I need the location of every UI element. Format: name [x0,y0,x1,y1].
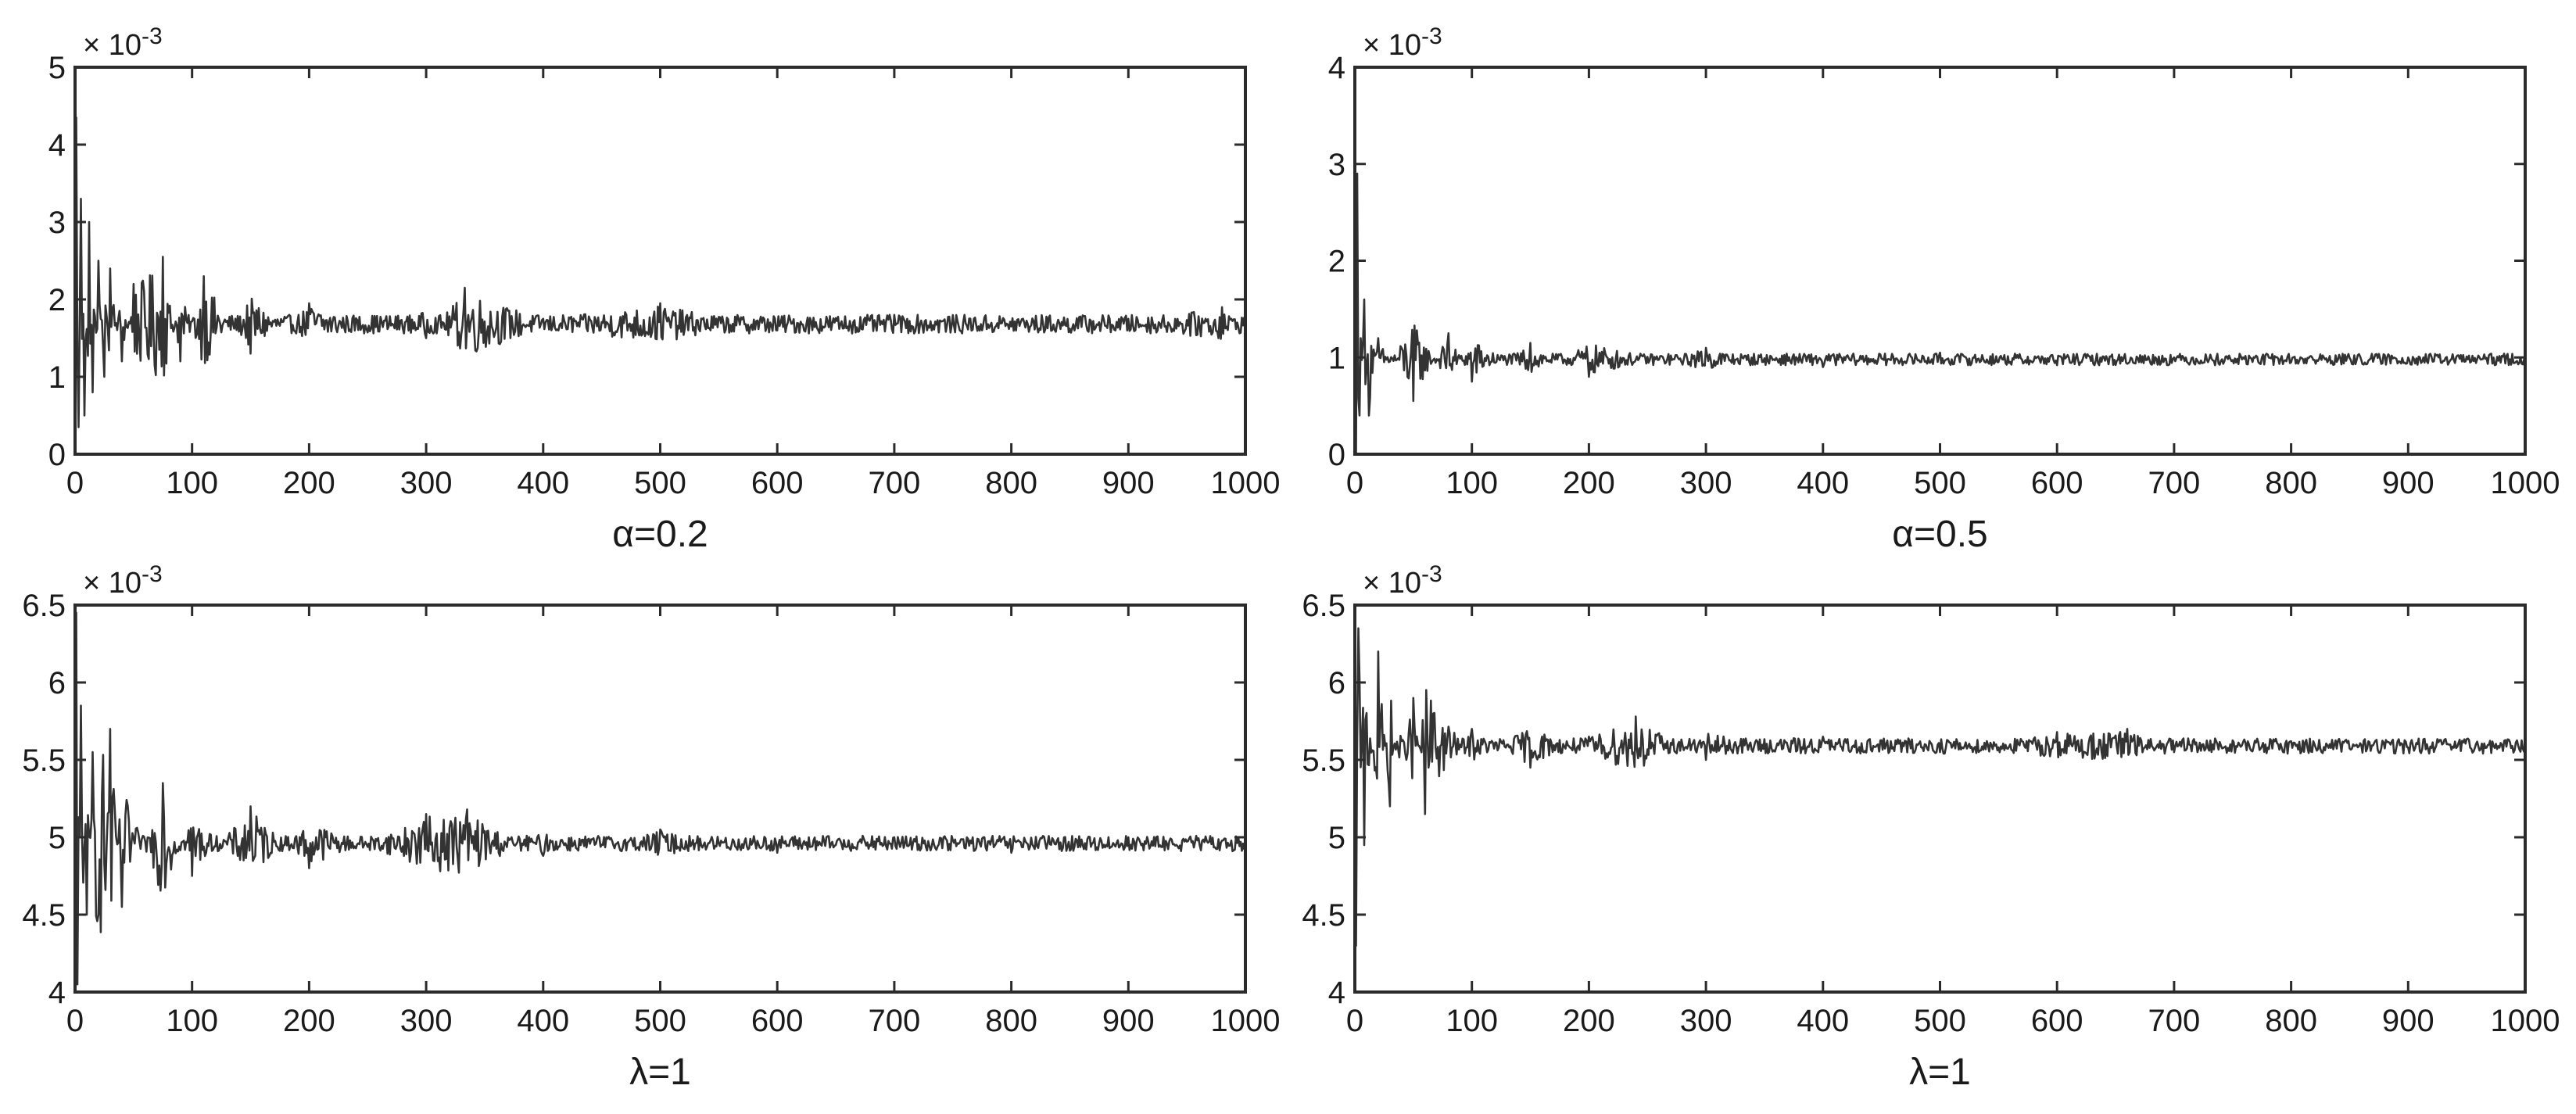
subplot-bottom-right: 0 100 200 300 400 500 600 700 800 900 1000 4 4.5 5 5.5… [1302,561,2560,1093]
y-tick-label: 3 [1328,148,1345,182]
x-tick-label: 600 [751,466,804,500]
y-tick-label: 4 [48,128,66,163]
x-tick-label: 900 [1102,466,1155,500]
y-tick-label: 5 [48,821,66,855]
x-tick-label: 1000 [2491,466,2560,500]
x-tick-label: 100 [166,1004,218,1038]
x-tick-label: 300 [1680,466,1732,500]
x-tick-label: 700 [2148,1004,2201,1038]
subplot-top-left: 0 100 200 300 400 500 600 700 800 900 1000 0 1 2 3 4 5 × … [48,23,1281,555]
y-tick-label: 1 [48,360,66,395]
x-tick-label: 100 [166,466,218,500]
y-tick-label: 5 [1328,821,1345,855]
x-tick-label: 800 [985,466,1037,500]
series-line [73,611,1247,986]
x-tick-label: 0 [1346,1004,1363,1038]
x-axis-label: α=0.5 [1892,514,1988,555]
x-tick-label: 0 [66,1004,84,1038]
x-tick-label: 700 [869,1004,921,1038]
x-tick-label: 300 [400,1004,453,1038]
y-tick-label: 4 [48,976,66,1010]
axes-frame [73,604,1247,994]
x-tick-label: 500 [634,1004,686,1038]
y-tick-label: 6.5 [1302,589,1345,623]
x-tick-label: 400 [1797,1004,1849,1038]
x-tick-label: 1000 [1211,1004,1281,1038]
x-tick-label: 1000 [2491,1004,2560,1038]
x-tick-label: 300 [1680,1004,1732,1038]
x-tick-label: 100 [1446,466,1498,500]
y-tick-label: 6.5 [22,589,66,623]
subplot-bottom-left: 0 100 200 300 400 500 600 700 800 900 1000 4 4.5 5 5.5… [22,561,1280,1093]
x-tick-label: 800 [2265,466,2317,500]
x-tick-label: 500 [1914,466,1966,500]
x-axis-label: α=0.2 [612,514,708,555]
x-tick-label: 0 [1346,466,1363,500]
y-tick-label: 0 [1328,438,1345,472]
series-line [1353,627,2527,947]
y-tick-label: 0 [48,438,66,472]
subplot-top-right: 0 100 200 300 400 500 600 700 800 900 1000 0 1 2 3 4 × 1… [1328,23,2560,555]
x-axis-label: λ=1 [1909,1051,1971,1093]
y-tick-label: 5 [48,51,66,85]
y-tick-label: 5.5 [1302,743,1345,778]
x-tick-label: 400 [1797,466,1849,500]
y-tick-label: 4.5 [22,898,66,933]
x-tick-label: 200 [1563,466,1615,500]
x-tick-label: 500 [1914,1004,1966,1038]
y-tick-label: 1 [1328,341,1345,375]
x-tick-label: 200 [1563,1004,1615,1038]
y-tick-label: 4 [1328,976,1345,1010]
x-tick-label: 700 [2148,466,2201,500]
axis-exponent-label: × 10-3 [1363,23,1442,62]
x-tick-label: 600 [2031,1004,2083,1038]
y-tick-label: 6 [48,666,66,700]
axis-exponent-label: × 10-3 [83,23,163,62]
x-tick-label: 800 [2265,1004,2317,1038]
axes-frame [1353,66,2527,456]
x-tick-label: 900 [2382,466,2434,500]
x-tick-label: 200 [283,466,335,500]
x-tick-label: 900 [2382,1004,2434,1038]
x-tick-label: 1000 [1211,466,1281,500]
x-tick-label: 600 [751,1004,804,1038]
x-tick-label: 800 [985,1004,1037,1038]
y-tick-label: 6 [1328,666,1345,700]
y-tick-label: 5.5 [22,743,66,778]
x-tick-label: 0 [66,466,84,500]
x-tick-label: 700 [869,466,921,500]
y-tick-label: 4 [1328,51,1345,85]
y-tick-label: 2 [1328,245,1345,279]
x-tick-label: 900 [1102,1004,1155,1038]
x-tick-label: 400 [517,466,569,500]
x-tick-label: 200 [283,1004,335,1038]
series-line [1353,172,2526,456]
x-tick-label: 500 [634,466,686,500]
axes-frame [73,66,1247,456]
x-axis-label: λ=1 [629,1051,691,1093]
x-tick-label: 600 [2031,466,2083,500]
y-tick-label: 4.5 [1302,898,1345,933]
x-tick-label: 300 [400,466,453,500]
axes-frame [1353,604,2527,994]
y-tick-label: 3 [48,206,66,240]
y-tick-label: 2 [48,283,66,317]
axis-exponent-label: × 10-3 [83,561,163,600]
x-tick-label: 100 [1446,1004,1498,1038]
series-line [73,116,1247,428]
x-tick-label: 400 [517,1004,569,1038]
axis-exponent-label: × 10-3 [1363,561,1442,600]
